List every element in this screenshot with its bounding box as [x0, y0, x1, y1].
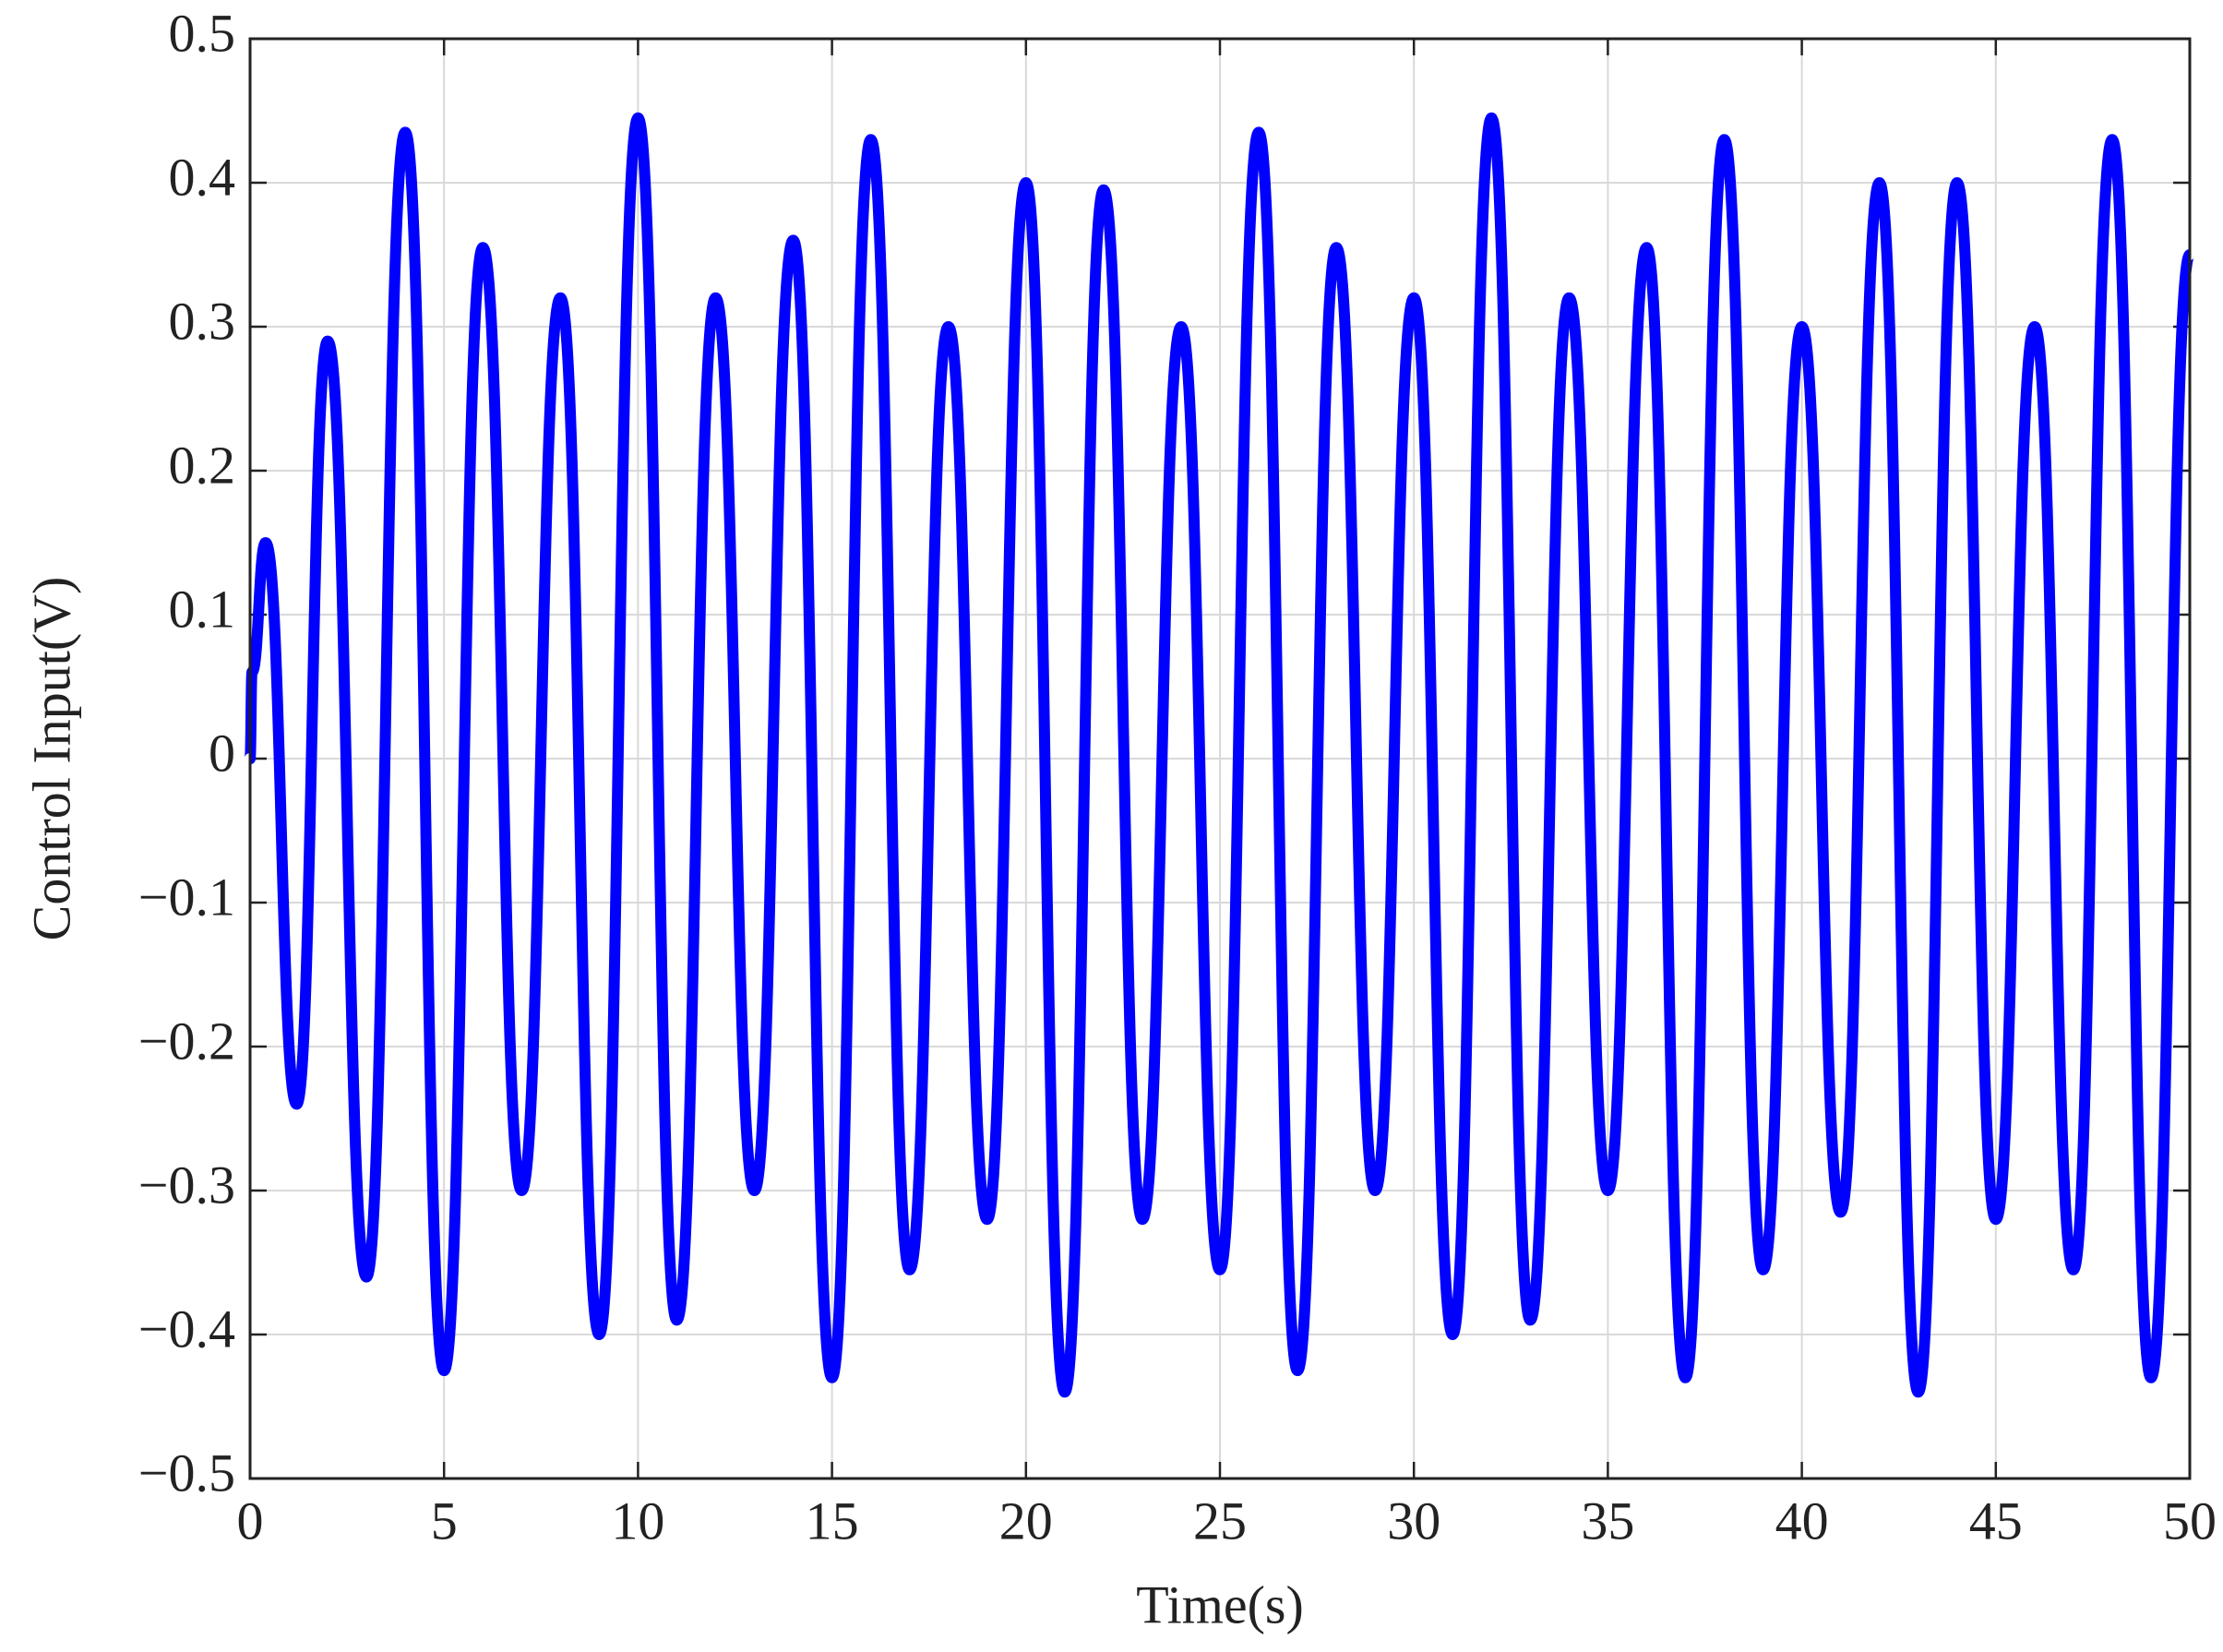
x-tick-label: 50 [2163, 1490, 2217, 1550]
x-tick-label: 5 [431, 1490, 458, 1550]
y-tick-label: −0.2 [138, 1011, 235, 1071]
x-tick-label: 45 [1969, 1490, 2023, 1550]
y-tick-label: −0.3 [138, 1155, 235, 1215]
y-tick-label: 0.4 [169, 147, 236, 207]
x-tick-label: 35 [1581, 1490, 1634, 1550]
y-tick-label: −0.1 [138, 867, 235, 927]
x-tick-label: 40 [1775, 1490, 1829, 1550]
x-tick-label: 15 [806, 1490, 859, 1550]
y-tick-label: −0.5 [138, 1443, 235, 1502]
x-tick-label: 0 [237, 1490, 264, 1550]
y-tick-label: −0.4 [138, 1299, 235, 1359]
y-tick-label: 0 [209, 723, 235, 783]
plot-frame [248, 37, 2192, 1480]
y-axis-label: Control Input(V) [21, 577, 81, 941]
x-tick-label: 10 [611, 1490, 664, 1550]
x-tick-label: 20 [999, 1490, 1053, 1550]
x-tick-label: 30 [1387, 1490, 1440, 1550]
x-tick-label: 25 [1193, 1490, 1247, 1550]
y-tick-label: 0.5 [169, 3, 236, 63]
data-line [245, 112, 2195, 1398]
y-tick-label: 0.3 [169, 291, 236, 351]
x-axis-label: Time(s) [1136, 1574, 1304, 1634]
y-tick-label: 0.2 [169, 435, 236, 495]
y-tick-label: 0.1 [169, 579, 236, 639]
